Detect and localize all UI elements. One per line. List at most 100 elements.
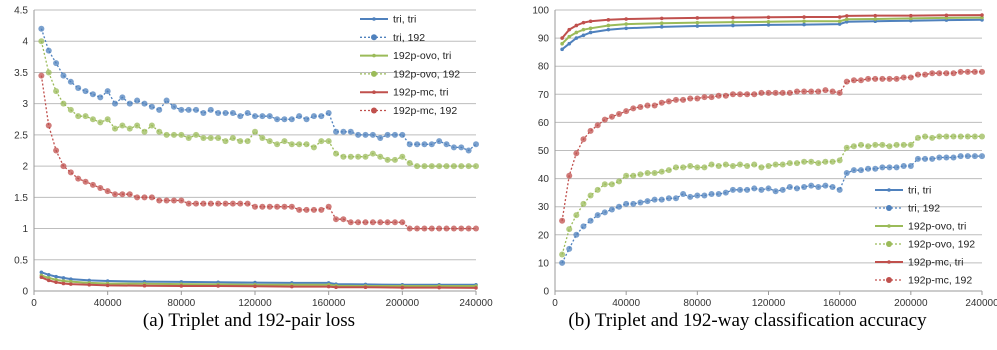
data-point: [237, 113, 244, 120]
data-point: [104, 188, 111, 195]
data-point: [943, 133, 950, 140]
data-point: [156, 106, 163, 113]
data-point: [802, 19, 806, 24]
data-point: [185, 135, 192, 142]
data-point: [858, 141, 865, 148]
data-point: [266, 113, 273, 120]
data-point: [722, 92, 729, 99]
data-point: [141, 194, 148, 201]
data-point: [148, 103, 155, 110]
legend: tri, tri tri, 192 192p-ovo, tri 192p-ovo, 1…: [360, 14, 460, 117]
legend-label: 192p-mc, tri: [393, 87, 448, 99]
data-point: [566, 245, 573, 252]
data-point: [185, 200, 192, 207]
data-point: [630, 105, 637, 112]
data-point: [772, 161, 779, 168]
y-tick-label: 20: [538, 230, 550, 241]
y-tick-label: 3.5: [14, 68, 28, 79]
data-point: [377, 219, 384, 226]
data-point: [450, 225, 457, 232]
data-point: [701, 94, 708, 101]
data-point: [815, 184, 822, 191]
y-tick-label: 0.5: [14, 255, 28, 266]
data-point: [303, 206, 310, 213]
data-point: [644, 102, 651, 109]
data-point: [658, 168, 665, 175]
data-point: [436, 225, 443, 232]
data-point: [347, 153, 354, 160]
data-point: [606, 18, 611, 22]
data-point: [659, 21, 664, 26]
data-point: [802, 15, 806, 19]
data-point: [566, 226, 573, 233]
data-point: [200, 135, 207, 142]
data-point: [872, 165, 879, 172]
data-point: [334, 285, 338, 290]
data-point: [465, 225, 472, 232]
data-point: [67, 106, 74, 113]
y-tick-label: 2: [22, 162, 28, 173]
data-point: [399, 131, 406, 138]
data-point: [672, 164, 679, 171]
data-point: [134, 122, 141, 129]
data-point: [436, 163, 443, 170]
data-point: [722, 189, 729, 196]
data-point: [325, 203, 332, 210]
data-point: [964, 153, 971, 160]
data-point: [914, 155, 921, 162]
legend-label: tri, 192: [908, 203, 940, 215]
data-point: [944, 16, 949, 20]
data-point: [843, 169, 850, 176]
data-point: [244, 110, 251, 117]
data-point: [119, 122, 126, 129]
data-point: [465, 147, 472, 154]
data-point: [450, 144, 457, 151]
data-point: [665, 167, 672, 174]
data-point: [391, 131, 398, 138]
data-point: [858, 167, 865, 174]
data-point: [687, 162, 694, 169]
data-point: [567, 27, 572, 32]
data-point: [119, 94, 126, 101]
data-point: [347, 219, 354, 226]
data-point: [119, 191, 126, 198]
data-point: [39, 275, 44, 280]
data-point: [637, 171, 644, 178]
data-point: [134, 194, 141, 201]
data-point: [222, 200, 229, 207]
data-point: [651, 102, 658, 109]
data-point: [141, 128, 148, 135]
data-point: [601, 116, 608, 123]
data-point: [581, 20, 586, 25]
data-point: [594, 186, 601, 193]
data-point: [731, 15, 735, 20]
data-point: [957, 133, 964, 140]
data-point: [296, 206, 303, 213]
data-point: [630, 200, 637, 207]
legend-marker: [887, 260, 891, 264]
data-point: [259, 113, 266, 120]
data-point: [61, 276, 66, 280]
data-point: [729, 186, 736, 193]
data-point: [922, 133, 929, 140]
legend: tri, tri tri, 192 192p-ovo, tri 192p-ovo, 1…: [875, 185, 975, 287]
data-point: [879, 75, 886, 82]
data-point: [281, 138, 288, 145]
data-point: [580, 136, 587, 143]
data-point: [694, 192, 701, 199]
data-point: [244, 200, 251, 207]
legend-label: 192p-ovo, tri: [908, 221, 966, 233]
data-point: [822, 87, 829, 94]
data-point: [97, 184, 104, 191]
data-point: [421, 141, 428, 148]
data-point: [844, 17, 849, 22]
data-point: [729, 162, 736, 169]
data-point: [384, 219, 391, 226]
data-point: [858, 77, 865, 84]
y-tick-label: 2.5: [14, 130, 28, 141]
data-point: [708, 161, 715, 168]
data-point: [944, 13, 949, 18]
legend-marker: [372, 17, 376, 21]
data-point: [112, 191, 119, 198]
data-point: [581, 33, 586, 38]
